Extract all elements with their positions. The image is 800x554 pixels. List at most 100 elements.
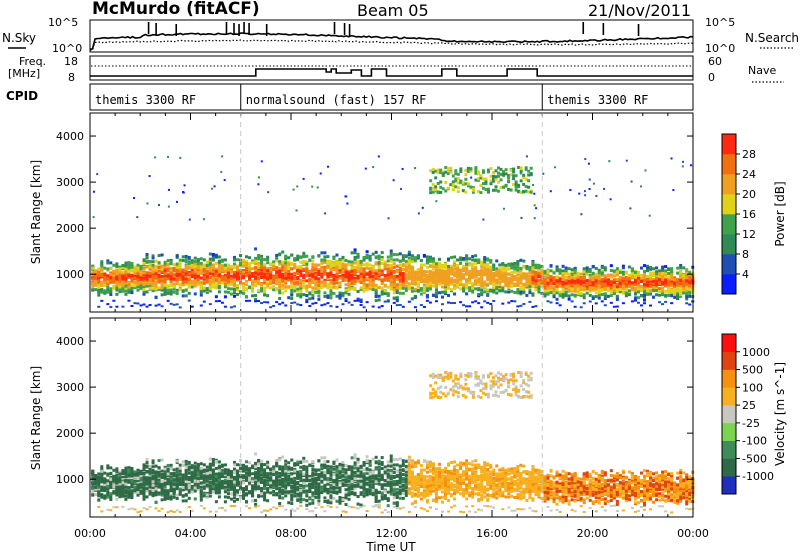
power-cell xyxy=(106,288,110,292)
power-cell xyxy=(608,160,611,163)
power-cell xyxy=(649,277,653,281)
power-cell xyxy=(305,260,309,264)
power-cell xyxy=(401,278,405,282)
power-cell xyxy=(187,261,191,265)
power-cell xyxy=(347,282,351,286)
power-cell xyxy=(341,255,345,259)
power-cell xyxy=(573,285,577,289)
power-cell xyxy=(519,258,523,262)
power-cell xyxy=(643,292,647,296)
power-cell xyxy=(190,281,194,285)
power-cell xyxy=(570,280,574,284)
power-cell xyxy=(290,267,294,271)
power-cell xyxy=(401,256,405,260)
power-cell xyxy=(422,278,426,282)
power-cell xyxy=(272,275,276,279)
power-cell xyxy=(317,297,321,301)
power-cell xyxy=(145,275,149,279)
power-cell xyxy=(428,285,432,289)
power-cell xyxy=(582,302,586,305)
velocity-cell xyxy=(91,486,95,490)
power-cell xyxy=(573,272,577,276)
power-cell xyxy=(320,258,324,262)
nsky-spike xyxy=(233,23,235,35)
power-cell xyxy=(242,289,246,293)
power-cell xyxy=(421,206,424,209)
velocity-cell xyxy=(100,465,104,469)
power-cell xyxy=(386,270,390,274)
power-cell xyxy=(624,276,628,280)
power-cell xyxy=(477,261,481,265)
velocity-cell xyxy=(100,493,104,497)
power-cell xyxy=(410,286,414,290)
power-cell xyxy=(257,183,260,186)
power-cell xyxy=(618,287,622,291)
power-cell xyxy=(290,281,294,285)
power-cell xyxy=(326,302,330,305)
power-cell xyxy=(196,258,200,262)
power-cell xyxy=(436,168,440,172)
power-cell xyxy=(329,268,333,272)
power-cell xyxy=(362,267,366,271)
power-cell xyxy=(308,285,312,289)
power-cell xyxy=(199,269,203,273)
power-cell xyxy=(353,256,357,260)
power-cell xyxy=(226,279,230,283)
nave-label: Nave xyxy=(748,64,776,77)
power-cell xyxy=(269,278,273,282)
power-cell xyxy=(214,274,218,278)
power-cell xyxy=(199,280,203,284)
power-cell xyxy=(329,272,333,276)
power-cell xyxy=(639,285,643,289)
power-cell xyxy=(308,258,312,262)
power-cell xyxy=(311,281,315,285)
power-cell xyxy=(588,300,592,303)
power-cell xyxy=(151,273,155,277)
power-cell xyxy=(368,263,372,267)
power-cell xyxy=(543,273,547,277)
power-cell xyxy=(425,270,429,274)
power-cell xyxy=(208,270,212,274)
power-cell xyxy=(685,295,689,299)
power-cell xyxy=(404,272,408,276)
power-cell xyxy=(422,253,426,257)
power-cell xyxy=(314,283,318,287)
power-cell xyxy=(540,272,544,276)
power-cell xyxy=(425,287,429,291)
power-cell xyxy=(202,267,206,271)
power-cell xyxy=(624,294,628,298)
power-cell xyxy=(133,302,137,305)
power-cell xyxy=(275,279,279,283)
power-cell xyxy=(248,285,252,289)
power-cell xyxy=(193,266,197,270)
power-cell xyxy=(507,187,511,191)
power-cell xyxy=(245,299,249,302)
power-cell xyxy=(649,284,653,288)
power-cell xyxy=(670,157,673,160)
power-cell xyxy=(266,283,270,287)
power-cell xyxy=(284,276,288,280)
power-cell xyxy=(344,270,348,274)
power-cell xyxy=(232,262,236,266)
power-cell xyxy=(679,270,683,274)
nsky-spike xyxy=(238,24,240,36)
power-cell xyxy=(157,280,161,284)
power-cell xyxy=(615,277,619,281)
power-cell xyxy=(453,274,457,278)
power-cell xyxy=(564,292,568,296)
power-cell xyxy=(166,267,170,271)
power-cell xyxy=(477,279,481,283)
power-cell xyxy=(639,279,643,283)
power-cell xyxy=(232,273,236,277)
power-cell xyxy=(281,291,285,295)
power-cell xyxy=(609,289,613,293)
power-cell xyxy=(498,267,502,271)
power-cell xyxy=(679,278,683,282)
power-cell xyxy=(673,282,677,286)
power-cell xyxy=(380,279,384,283)
power-cell xyxy=(217,290,221,294)
power-cell xyxy=(193,256,197,260)
power-cell xyxy=(260,287,264,291)
power-cell xyxy=(245,295,249,299)
power-cell xyxy=(347,262,351,266)
